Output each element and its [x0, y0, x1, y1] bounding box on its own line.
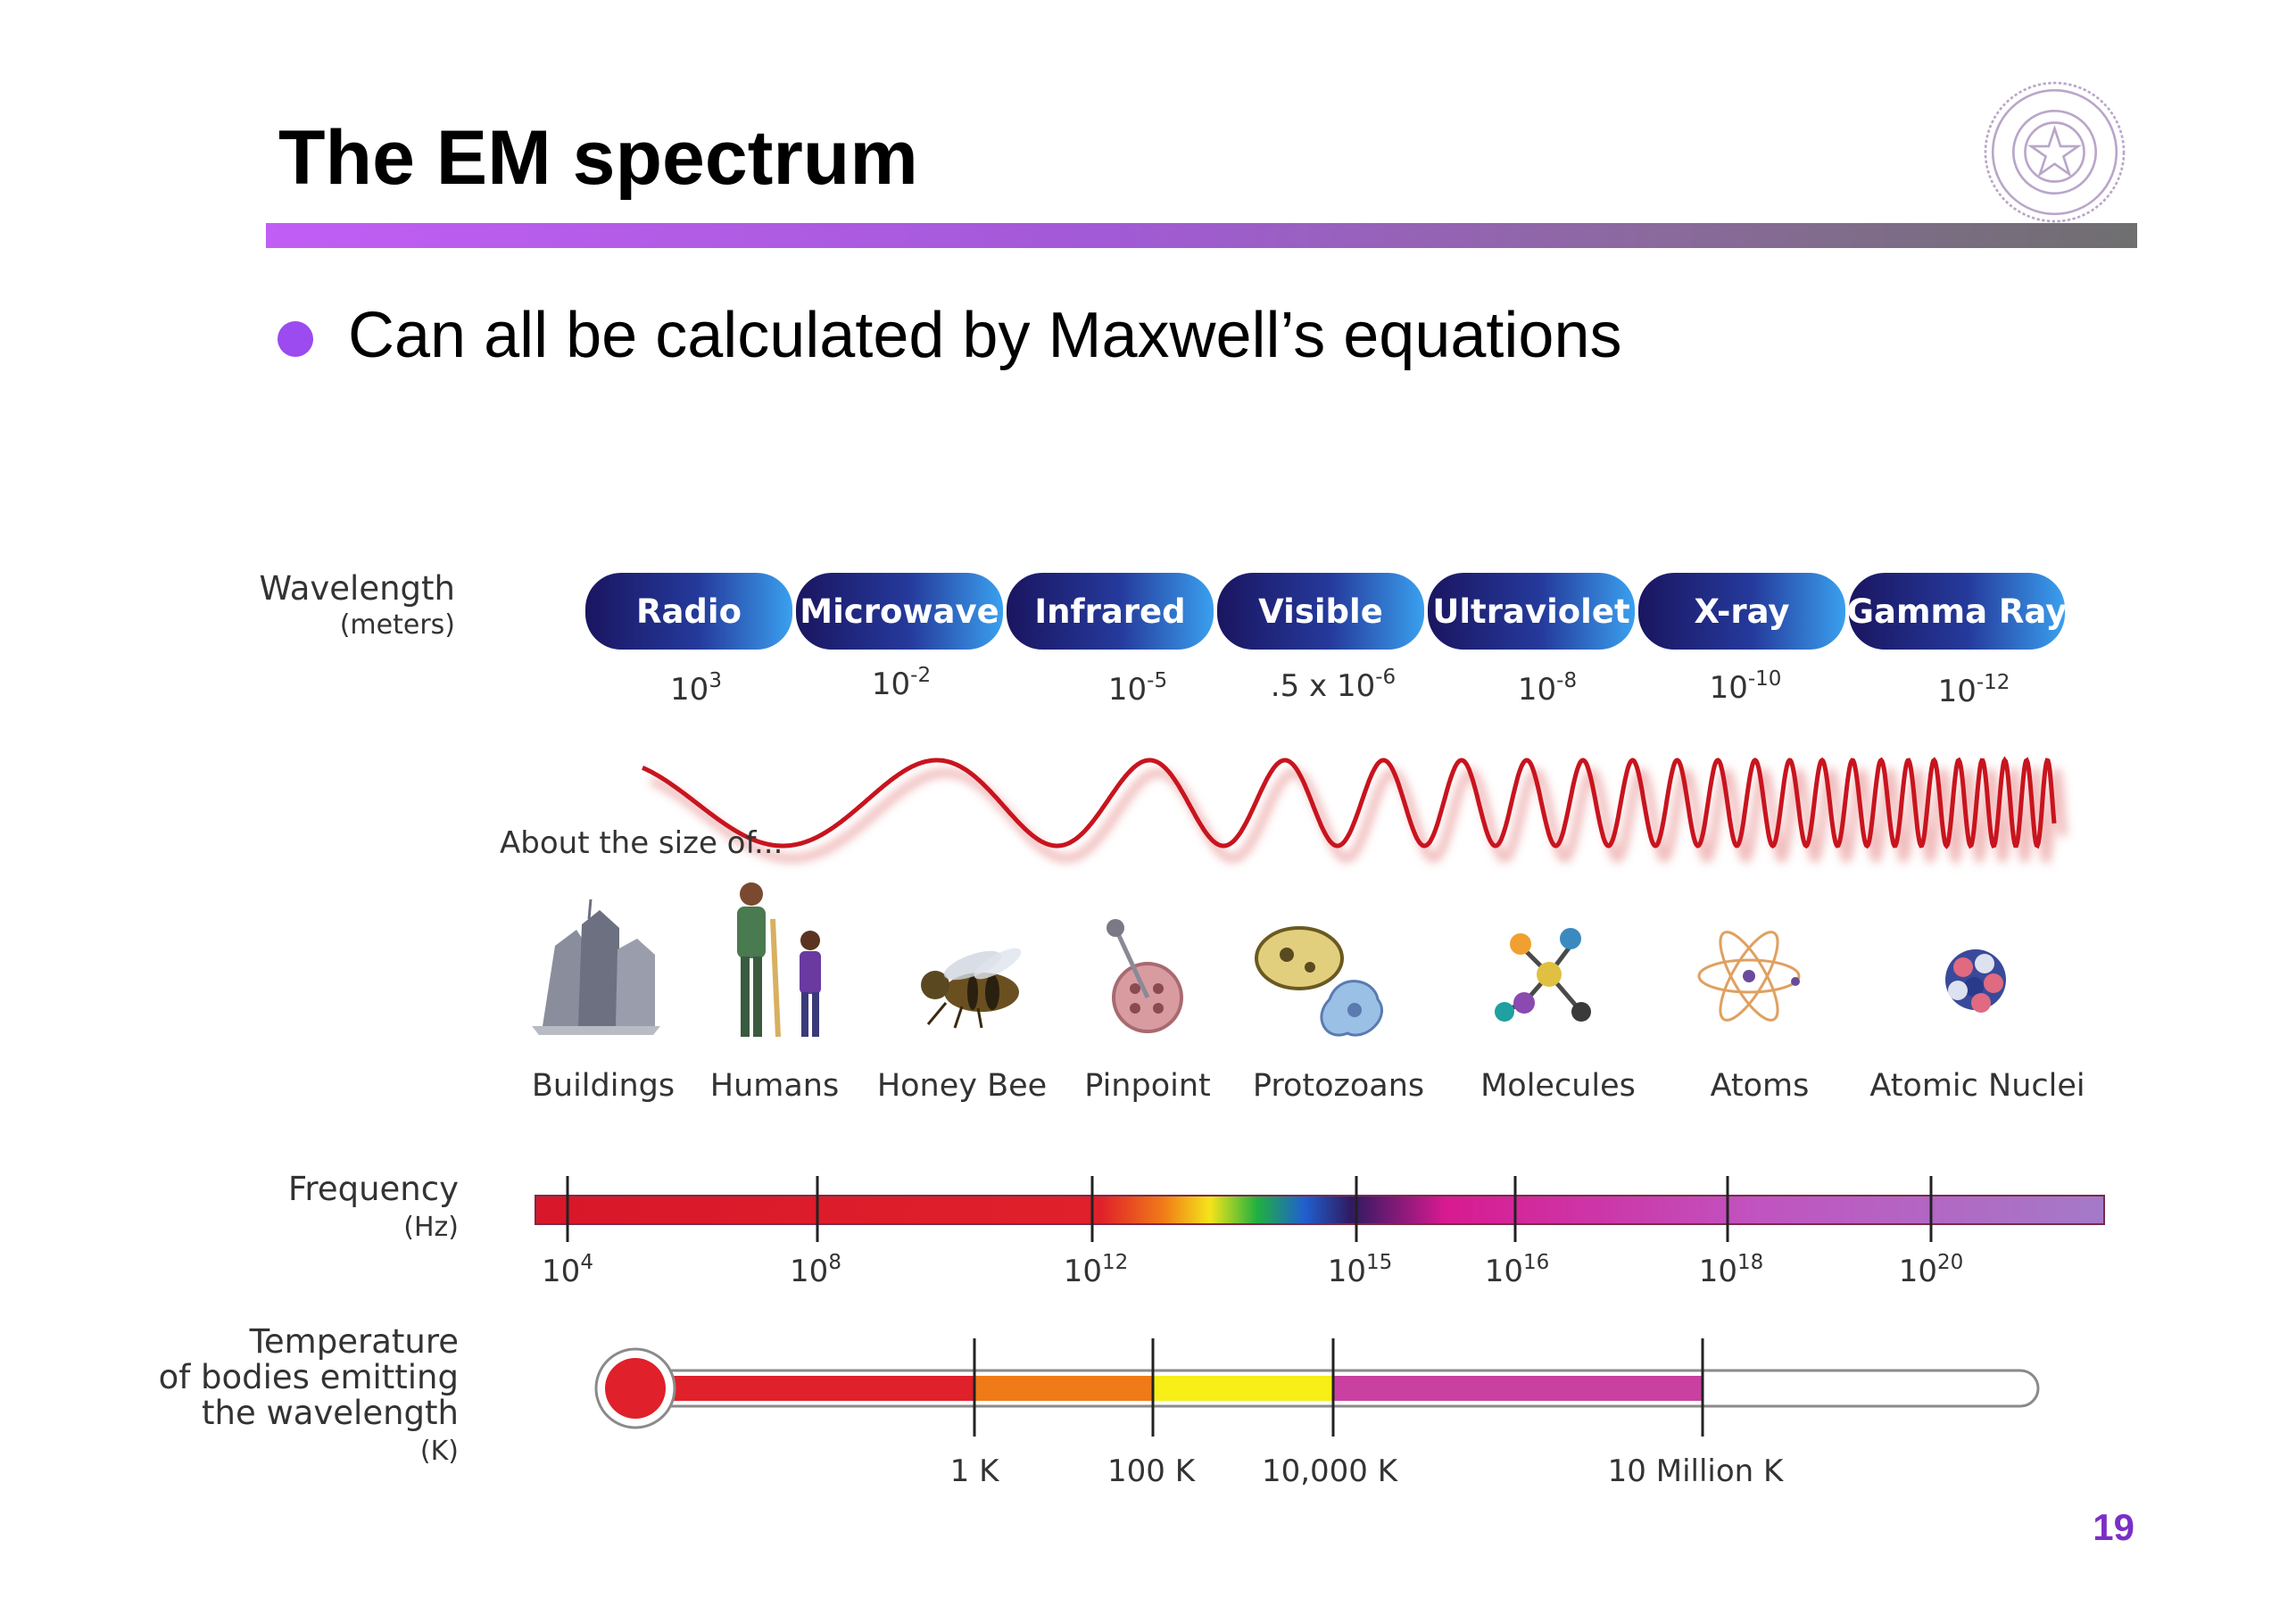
wavelength-value-ultraviolet: 10-8 — [1518, 669, 1577, 708]
size-label-atomic-nuclei: Atomic Nuclei — [1869, 1068, 2085, 1104]
title-divider — [266, 223, 2137, 248]
frequency-label: Frequency — [288, 1170, 459, 1208]
electromagnetic-wave — [642, 756, 2057, 849]
frequency-ticks — [566, 1176, 1933, 1242]
band-microwave: Microwave — [796, 573, 1003, 650]
atomic-nuclei-icon — [1945, 949, 2006, 1013]
frequency-tick-label: 104 — [542, 1251, 593, 1289]
temperature-tick-label: 1 K — [950, 1453, 1000, 1489]
protozoans-icon — [1255, 926, 1384, 1037]
frequency-tick-label: 1018 — [1699, 1251, 1764, 1289]
pinpoint-icon — [1107, 919, 1183, 1033]
size-row-label: About the size of... — [500, 825, 783, 861]
size-labels: Buildings Humans Honey Bee Pinpoint Prot… — [532, 1068, 2085, 1104]
thermometer — [594, 1347, 2040, 1429]
wavelength-value-gamma-ray: 10-12 — [1938, 671, 2010, 709]
humans-icon — [737, 882, 821, 1038]
temperature-label-line: of bodies emitting — [159, 1358, 459, 1396]
frequency-tick-label: 1016 — [1485, 1251, 1550, 1289]
size-label-humans: Humans — [710, 1068, 839, 1104]
bullet-text: Can all be calculated by Maxwell’s equat… — [348, 300, 1622, 371]
wavelength-value-microwave: 10-2 — [872, 664, 931, 702]
temperature-tick-label: 10 Million K — [1608, 1453, 1785, 1489]
frequency-tick-label: 1020 — [1899, 1251, 1964, 1289]
size-label-buildings: Buildings — [532, 1068, 675, 1104]
wavelength-value-x-ray: 10-10 — [1710, 667, 1782, 706]
frequency-tick-label: 1012 — [1064, 1251, 1129, 1289]
temperature-label-line: Temperature — [249, 1322, 459, 1361]
wavelength-value-visible: .5 x 10-6 — [1271, 666, 1396, 704]
temperature-unit: (K) — [420, 1436, 459, 1467]
size-label-pinpoint: Pinpoint — [1084, 1068, 1211, 1104]
band-x-ray: X-ray — [1638, 573, 1845, 650]
temperature-tick-label: 100 K — [1107, 1453, 1197, 1489]
frequency-tick-label: 108 — [790, 1251, 841, 1289]
wavelength-unit: (meters) — [340, 609, 455, 641]
slide-title: The EM spectrum — [278, 115, 918, 201]
page-number: 19 — [2093, 1506, 2134, 1548]
band-label-infrared: Infrared — [1034, 592, 1185, 631]
frequency-bar — [535, 1195, 2105, 1225]
size-label-molecules: Molecules — [1480, 1068, 1636, 1104]
buildings-icon — [532, 898, 660, 1035]
size-label-honey-bee: Honey Bee — [877, 1068, 1047, 1104]
band-visible: Visible — [1217, 573, 1424, 650]
band-gamma-ray: Gamma Ray — [1847, 573, 2068, 650]
temperature-label: Temperature of bodies emitting the wavel… — [159, 1322, 459, 1467]
temperature-tick-labels: 1 K 100 K 10,000 K 10 Million K — [950, 1453, 1785, 1489]
frequency-tick-labels: 104 108 1012 1015 1016 1018 1020 — [542, 1251, 1963, 1289]
band-label-x-ray: X-ray — [1694, 592, 1789, 631]
molecules-icon — [1495, 928, 1591, 1022]
wavelength-value-radio: 103 — [670, 669, 722, 708]
honey-bee-icon — [921, 948, 1022, 1029]
band-ultraviolet: Ultraviolet — [1428, 573, 1635, 650]
temperature-ticks — [973, 1338, 1704, 1437]
wavelength-label: Wavelength — [260, 569, 456, 608]
temperature-tick-label: 10,000 K — [1262, 1453, 1399, 1489]
frequency-unit: (Hz) — [403, 1212, 459, 1243]
size-label-atoms: Atoms — [1711, 1068, 1810, 1104]
band-label-gamma-ray: Gamma Ray — [1847, 592, 2068, 631]
band-label-microwave: Microwave — [800, 592, 999, 631]
band-label-visible: Visible — [1258, 592, 1383, 631]
band-label-radio: Radio — [636, 592, 742, 631]
wavelength-bands: Radio Microwave Infrared Visible Ultravi… — [585, 573, 2067, 650]
frequency-tick-label: 1015 — [1328, 1251, 1393, 1289]
band-label-ultraviolet: Ultraviolet — [1432, 592, 1629, 631]
wavelength-values: 103 10-2 10-5 .5 x 10-6 10-8 10-10 10-12 — [670, 664, 2010, 709]
band-infrared: Infrared — [1007, 573, 1214, 650]
band-radio: Radio — [585, 573, 792, 650]
bullet-dot — [278, 321, 313, 357]
atom-icon — [1697, 931, 1801, 1022]
size-label-protozoans: Protozoans — [1253, 1068, 1424, 1104]
temperature-label-line: the wavelength — [202, 1394, 459, 1432]
university-seal-icon — [1984, 81, 2126, 223]
wavelength-value-infrared: 10-5 — [1108, 669, 1167, 708]
